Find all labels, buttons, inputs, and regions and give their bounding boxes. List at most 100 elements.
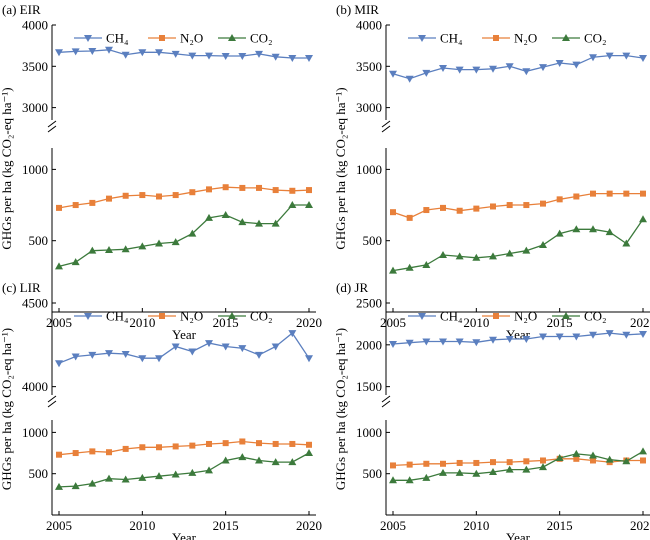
y-axis-label: GHGs per ha (kg CO₂-eq ha⁻¹) [0,328,14,490]
y-tick-label: 1000 [356,162,382,177]
data-point [121,351,130,359]
legend-label: N₂O [180,31,203,46]
data-point [56,204,62,211]
data-point [505,63,514,71]
data-point [639,330,647,338]
legend-item: CH₄ [408,309,463,324]
y-tick-label: 4500 [22,296,48,311]
data-point [472,469,481,477]
series [390,190,646,221]
legend-item: N₂O [482,309,537,324]
y-tick-label: 500 [29,233,49,248]
x-tick-label: 2005 [46,518,72,533]
y-tick-label: 3000 [356,100,382,115]
data-point [289,440,296,447]
data-point [271,343,280,351]
data-point [221,211,230,219]
data-point [489,252,497,260]
x-tick-label: 2010 [129,315,155,330]
data-point [205,466,213,474]
series [56,438,312,458]
data-point [306,187,312,194]
legend-marker [159,313,165,319]
data-point [489,468,497,476]
y-tick-label: 2500 [356,296,382,311]
series [389,447,647,484]
legend-marker [228,34,236,41]
data-point [188,468,197,476]
data-point [71,48,80,56]
data-point [155,239,163,247]
data-point [455,66,464,74]
legend-item: CH₄ [74,31,129,46]
data-point [305,55,313,63]
x-tick-label: 2020 [296,315,322,330]
y-tick-label: 500 [363,466,383,481]
data-point [539,333,547,341]
data-point [139,444,146,451]
data-point [555,333,564,341]
data-point [589,451,597,459]
data-point [523,202,530,209]
data-point [271,219,280,227]
y-tick-label: 3500 [356,59,382,74]
legend-marker [418,35,426,42]
data-point [56,451,62,458]
y-tick-label: 1000 [22,162,48,177]
data-point [622,457,631,465]
legend-item: CO₂ [218,31,273,46]
data-point [455,252,464,260]
axis-break-mark [47,120,57,128]
y-tick-label: 1000 [356,425,382,440]
data-point [523,458,530,465]
legend: CH₄ N₂O CO₂ [408,31,607,46]
data-point [238,218,247,226]
data-point [188,348,197,356]
legend-label: CO₂ [584,31,607,46]
series [55,201,313,270]
data-point [639,447,647,455]
x-tick-label: 2015 [213,518,239,533]
legend-marker [84,313,92,320]
series [389,330,647,348]
legend-marker [418,313,426,320]
data-point [121,245,130,253]
data-point [606,190,613,197]
data-point [155,355,163,363]
chart-panel: (d) JR 1500 2000 2500 500 1000 2005 2010 2015 202… [333,280,650,540]
data-point [439,468,447,476]
data-point [505,249,514,257]
data-point [88,246,97,254]
series [389,215,647,274]
data-point [72,202,79,209]
data-point [138,242,147,250]
data-point [138,355,147,363]
x-axis-label: Year [172,327,197,342]
data-point [505,335,514,343]
series [56,184,312,211]
data-point [405,263,414,271]
data-point [138,49,147,57]
y-axis-label: GHGs per ha (kg CO₂-eq ha⁻¹) [333,87,348,249]
axis-break-mark [381,125,391,133]
series-line [58,440,310,456]
data-point [389,340,397,348]
data-point [572,225,581,233]
data-point [472,253,481,261]
axis-break-mark [381,400,391,408]
x-tick-label: 2015 [547,518,573,533]
series-line [392,192,643,219]
data-point [255,219,263,227]
data-point [221,456,230,464]
series-line [58,49,309,59]
data-point [539,240,547,248]
data-point [556,196,563,203]
data-point [272,440,279,447]
data-point [439,64,447,72]
x-tick-label: 2020 [630,315,650,330]
data-point [589,225,597,233]
data-point [206,440,212,447]
legend-label: CH₄ [106,31,129,46]
